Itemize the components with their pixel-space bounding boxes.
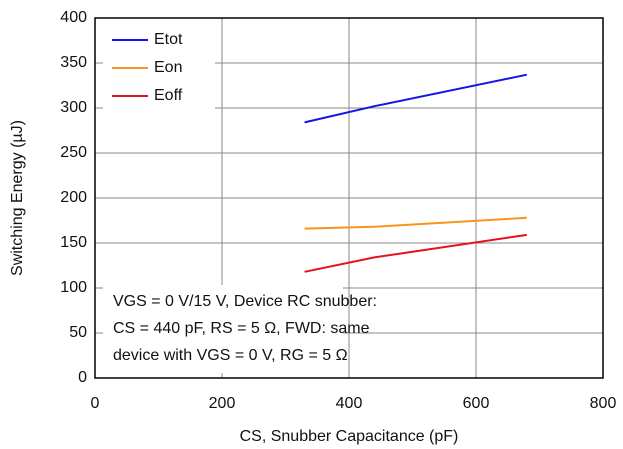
series-line <box>304 216 527 230</box>
x-axis-label: CS, Snubber Capacitance (pF) <box>240 428 459 445</box>
legend-label: Eon <box>154 59 182 76</box>
annotation-box <box>103 285 343 373</box>
series-line <box>304 233 527 273</box>
y-tick-label: 50 <box>69 324 87 341</box>
y-tick-label: 250 <box>60 144 87 161</box>
y-tick-label: 300 <box>60 99 87 116</box>
x-tick-label: 400 <box>336 395 363 412</box>
y-tick-label: 350 <box>60 54 87 71</box>
annotation: device with VGS = 0 V, RG = 5 Ω <box>113 347 348 364</box>
x-tick-label: 800 <box>590 395 617 412</box>
annotation: VGS = 0 V/15 V, Device RC snubber: <box>113 293 377 310</box>
annotation: CS = 440 pF, RS = 5 Ω, FWD: same <box>113 320 370 337</box>
legend-label: Etot <box>154 31 183 48</box>
series-line <box>304 73 528 124</box>
y-tick-label: 150 <box>60 234 87 251</box>
legend-label: Eoff <box>154 87 183 104</box>
plot-frame <box>94 17 604 379</box>
x-tick-label: 200 <box>209 395 236 412</box>
x-tick-label: 600 <box>463 395 490 412</box>
y-tick-label: 100 <box>60 279 87 296</box>
y-tick-label: 400 <box>60 9 87 26</box>
x-tick-label: 0 <box>91 395 100 412</box>
y-axis-label: Switching Energy (µJ) <box>9 120 26 276</box>
y-tick-label: 0 <box>78 369 87 386</box>
y-tick-label: 200 <box>60 189 87 206</box>
